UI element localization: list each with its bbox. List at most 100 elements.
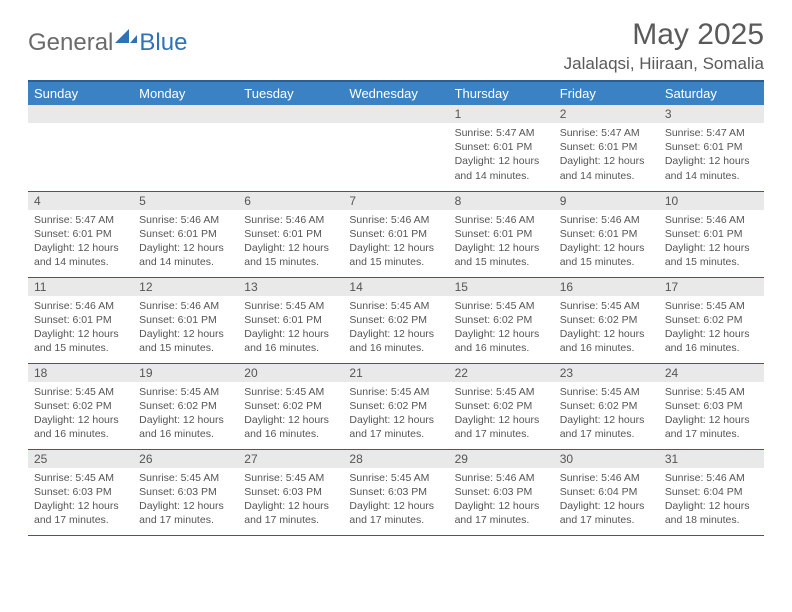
daylight-line1: Daylight: 12 hours bbox=[349, 499, 442, 513]
day-details: Sunrise: 5:46 AMSunset: 6:01 PMDaylight:… bbox=[343, 210, 448, 274]
calendar-day-cell: 13Sunrise: 5:45 AMSunset: 6:01 PMDayligh… bbox=[238, 277, 343, 363]
day-details: Sunrise: 5:45 AMSunset: 6:02 PMDaylight:… bbox=[659, 296, 764, 360]
sunrise-text: Sunrise: 5:47 AM bbox=[34, 213, 127, 227]
calendar-day-cell: 7Sunrise: 5:46 AMSunset: 6:01 PMDaylight… bbox=[343, 191, 448, 277]
daylight-line2: and 15 minutes. bbox=[665, 255, 758, 269]
day-number: 29 bbox=[449, 450, 554, 468]
sunset-text: Sunset: 6:01 PM bbox=[244, 313, 337, 327]
day-details: Sunrise: 5:47 AMSunset: 6:01 PMDaylight:… bbox=[449, 123, 554, 187]
calendar-day-cell: 15Sunrise: 5:45 AMSunset: 6:02 PMDayligh… bbox=[449, 277, 554, 363]
day-details: Sunrise: 5:45 AMSunset: 6:03 PMDaylight:… bbox=[238, 468, 343, 532]
sunrise-text: Sunrise: 5:45 AM bbox=[349, 299, 442, 313]
sunrise-text: Sunrise: 5:46 AM bbox=[665, 213, 758, 227]
day-number: 31 bbox=[659, 450, 764, 468]
daylight-line2: and 18 minutes. bbox=[665, 513, 758, 527]
daylight-line1: Daylight: 12 hours bbox=[665, 327, 758, 341]
daylight-line1: Daylight: 12 hours bbox=[34, 413, 127, 427]
dayname-friday: Friday bbox=[554, 81, 659, 105]
day-number: 14 bbox=[343, 278, 448, 296]
daylight-line2: and 17 minutes. bbox=[455, 427, 548, 441]
sunset-text: Sunset: 6:02 PM bbox=[349, 399, 442, 413]
daylight-line2: and 16 minutes. bbox=[244, 427, 337, 441]
day-number: 26 bbox=[133, 450, 238, 468]
calendar-day-cell: 3Sunrise: 5:47 AMSunset: 6:01 PMDaylight… bbox=[659, 105, 764, 191]
sunrise-text: Sunrise: 5:46 AM bbox=[665, 471, 758, 485]
daylight-line1: Daylight: 12 hours bbox=[34, 499, 127, 513]
sunrise-text: Sunrise: 5:45 AM bbox=[349, 385, 442, 399]
daylight-line2: and 16 minutes. bbox=[349, 341, 442, 355]
daylight-line1: Daylight: 12 hours bbox=[560, 499, 653, 513]
sunrise-text: Sunrise: 5:45 AM bbox=[139, 385, 232, 399]
day-number: 4 bbox=[28, 192, 133, 210]
day-details: Sunrise: 5:46 AMSunset: 6:01 PMDaylight:… bbox=[554, 210, 659, 274]
sunrise-text: Sunrise: 5:46 AM bbox=[139, 213, 232, 227]
calendar-table: Sunday Monday Tuesday Wednesday Thursday… bbox=[28, 80, 764, 536]
sunrise-text: Sunrise: 5:46 AM bbox=[455, 213, 548, 227]
day-number: 17 bbox=[659, 278, 764, 296]
sunset-text: Sunset: 6:01 PM bbox=[665, 140, 758, 154]
location-subtitle: Jalalaqsi, Hiiraan, Somalia bbox=[564, 54, 764, 74]
sunrise-text: Sunrise: 5:46 AM bbox=[244, 213, 337, 227]
sunrise-text: Sunrise: 5:47 AM bbox=[665, 126, 758, 140]
sunrise-text: Sunrise: 5:46 AM bbox=[139, 299, 232, 313]
daylight-line2: and 16 minutes. bbox=[665, 341, 758, 355]
daylight-line2: and 17 minutes. bbox=[244, 513, 337, 527]
daylight-line2: and 15 minutes. bbox=[455, 255, 548, 269]
day-number: 21 bbox=[343, 364, 448, 382]
sunrise-text: Sunrise: 5:47 AM bbox=[560, 126, 653, 140]
sunset-text: Sunset: 6:03 PM bbox=[244, 485, 337, 499]
day-number: 11 bbox=[28, 278, 133, 296]
calendar-day-cell: 23Sunrise: 5:45 AMSunset: 6:02 PMDayligh… bbox=[554, 363, 659, 449]
calendar-day-cell bbox=[238, 105, 343, 191]
calendar-body: 1Sunrise: 5:47 AMSunset: 6:01 PMDaylight… bbox=[28, 105, 764, 535]
daylight-line2: and 14 minutes. bbox=[560, 169, 653, 183]
sunset-text: Sunset: 6:03 PM bbox=[34, 485, 127, 499]
day-number: 12 bbox=[133, 278, 238, 296]
calendar-week-row: 1Sunrise: 5:47 AMSunset: 6:01 PMDaylight… bbox=[28, 105, 764, 191]
daylight-line2: and 17 minutes. bbox=[455, 513, 548, 527]
day-number: 24 bbox=[659, 364, 764, 382]
calendar-day-cell: 2Sunrise: 5:47 AMSunset: 6:01 PMDaylight… bbox=[554, 105, 659, 191]
sunset-text: Sunset: 6:03 PM bbox=[139, 485, 232, 499]
sunrise-text: Sunrise: 5:45 AM bbox=[244, 385, 337, 399]
daylight-line1: Daylight: 12 hours bbox=[560, 241, 653, 255]
logo: General Blue bbox=[28, 24, 187, 62]
daylight-line2: and 15 minutes. bbox=[139, 341, 232, 355]
daylight-line1: Daylight: 12 hours bbox=[455, 413, 548, 427]
calendar-day-cell: 12Sunrise: 5:46 AMSunset: 6:01 PMDayligh… bbox=[133, 277, 238, 363]
calendar-day-cell: 4Sunrise: 5:47 AMSunset: 6:01 PMDaylight… bbox=[28, 191, 133, 277]
sunset-text: Sunset: 6:01 PM bbox=[349, 227, 442, 241]
day-number: 7 bbox=[343, 192, 448, 210]
daylight-line2: and 16 minutes. bbox=[34, 427, 127, 441]
sunrise-text: Sunrise: 5:46 AM bbox=[455, 471, 548, 485]
calendar-day-cell: 6Sunrise: 5:46 AMSunset: 6:01 PMDaylight… bbox=[238, 191, 343, 277]
calendar-day-cell: 9Sunrise: 5:46 AMSunset: 6:01 PMDaylight… bbox=[554, 191, 659, 277]
daylight-line2: and 17 minutes. bbox=[349, 427, 442, 441]
sunrise-text: Sunrise: 5:47 AM bbox=[455, 126, 548, 140]
sunset-text: Sunset: 6:04 PM bbox=[560, 485, 653, 499]
sunset-text: Sunset: 6:02 PM bbox=[244, 399, 337, 413]
daylight-line1: Daylight: 12 hours bbox=[665, 413, 758, 427]
day-details: Sunrise: 5:45 AMSunset: 6:02 PMDaylight:… bbox=[554, 382, 659, 446]
day-details: Sunrise: 5:47 AMSunset: 6:01 PMDaylight:… bbox=[659, 123, 764, 187]
daylight-line1: Daylight: 12 hours bbox=[244, 327, 337, 341]
sunrise-text: Sunrise: 5:45 AM bbox=[244, 471, 337, 485]
sunrise-text: Sunrise: 5:45 AM bbox=[665, 385, 758, 399]
day-number: 30 bbox=[554, 450, 659, 468]
day-number bbox=[343, 105, 448, 123]
daylight-line1: Daylight: 12 hours bbox=[349, 241, 442, 255]
day-details: Sunrise: 5:46 AMSunset: 6:04 PMDaylight:… bbox=[554, 468, 659, 532]
daylight-line1: Daylight: 12 hours bbox=[455, 327, 548, 341]
sunset-text: Sunset: 6:03 PM bbox=[455, 485, 548, 499]
sunset-text: Sunset: 6:03 PM bbox=[349, 485, 442, 499]
day-details: Sunrise: 5:46 AMSunset: 6:01 PMDaylight:… bbox=[28, 296, 133, 360]
daylight-line2: and 16 minutes. bbox=[560, 341, 653, 355]
calendar-document: General Blue May 2025 Jalalaqsi, Hiiraan… bbox=[0, 0, 792, 554]
day-number: 19 bbox=[133, 364, 238, 382]
sunset-text: Sunset: 6:03 PM bbox=[665, 399, 758, 413]
day-number: 5 bbox=[133, 192, 238, 210]
daylight-line2: and 15 minutes. bbox=[349, 255, 442, 269]
sunrise-text: Sunrise: 5:45 AM bbox=[455, 299, 548, 313]
calendar-day-cell: 28Sunrise: 5:45 AMSunset: 6:03 PMDayligh… bbox=[343, 449, 448, 535]
day-details: Sunrise: 5:45 AMSunset: 6:02 PMDaylight:… bbox=[449, 296, 554, 360]
